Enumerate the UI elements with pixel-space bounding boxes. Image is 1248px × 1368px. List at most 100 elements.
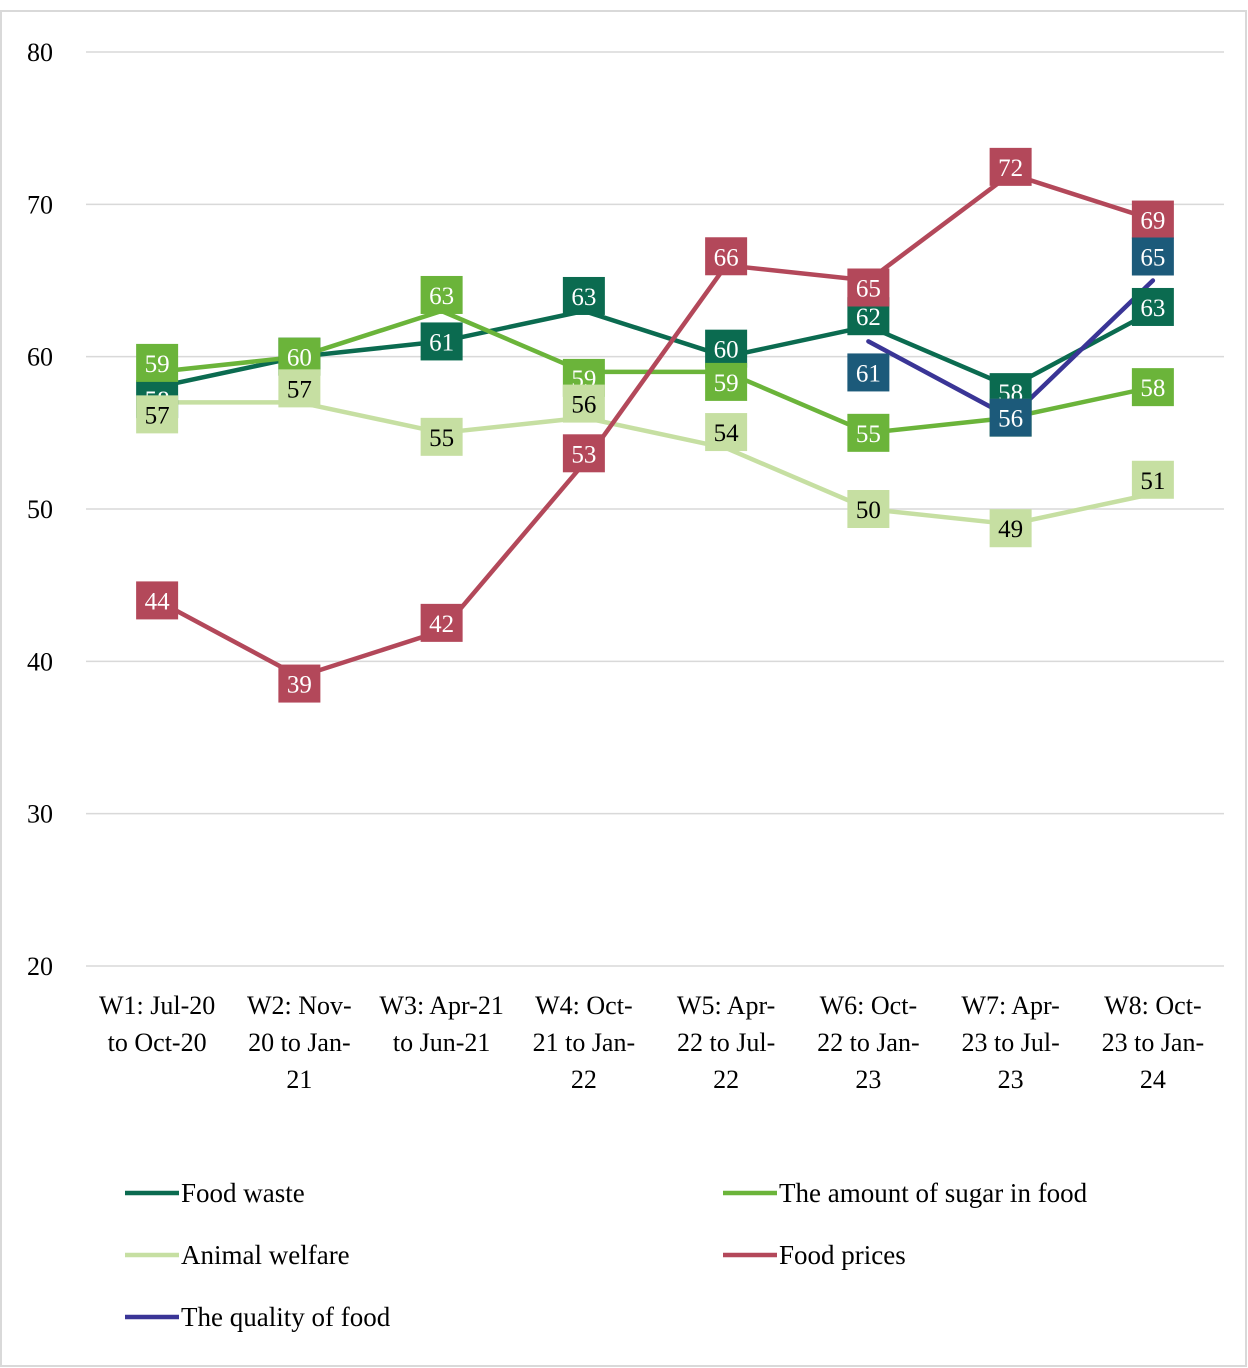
legend-label: The quality of food	[181, 1302, 391, 1332]
data-label-value: 72	[998, 155, 1023, 182]
x-tick-label: W3: Apr-21 to Jun-21	[379, 991, 503, 1057]
legend-label: Food waste	[181, 1178, 305, 1208]
legend-label: Animal welfare	[181, 1240, 350, 1270]
data-label-value: 59	[714, 370, 739, 397]
data-label-value: 61	[856, 360, 881, 387]
x-tick-line: 23	[855, 1065, 881, 1094]
y-tick-label: 20	[27, 952, 53, 981]
x-tick-line: W8: Oct-	[1104, 991, 1201, 1020]
data-label-box	[847, 268, 890, 307]
data-label-the-amount-of-sugar-in-food: 60	[278, 337, 321, 376]
data-label-value: 44	[145, 588, 171, 615]
x-tick-line: W6: Oct-	[820, 991, 917, 1020]
data-label-box	[705, 413, 748, 452]
data-label-value: 57	[145, 402, 170, 429]
x-tick-line: 21	[286, 1065, 312, 1094]
data-label-value: 60	[287, 345, 312, 372]
data-label-value: 69	[1140, 208, 1165, 235]
x-tick-line: 22	[713, 1065, 739, 1094]
data-label-box	[705, 237, 748, 276]
legend-label: The amount of sugar in food	[779, 1178, 1088, 1208]
data-label-food-prices: 44	[136, 581, 179, 620]
data-label-value: 50	[856, 497, 881, 524]
legend-item-the-quality-of-food: The quality of food	[125, 1302, 391, 1332]
x-tick-line: 20 to Jan-	[248, 1028, 351, 1057]
x-tick-line: W4: Oct-	[535, 991, 632, 1020]
chart-frame	[0, 10, 1247, 1367]
data-label-animal-welfare: 55	[420, 417, 463, 456]
x-tick-line: 23	[998, 1065, 1024, 1094]
data-label-box	[705, 362, 748, 401]
y-tick-label: 40	[27, 647, 53, 676]
data-label-box	[562, 276, 605, 315]
y-tick-label: 30	[27, 800, 53, 829]
data-label-box	[420, 275, 463, 314]
data-label-value: 63	[1140, 295, 1165, 322]
data-label-animal-welfare: 50	[847, 490, 890, 528]
x-tick-label: W7: Apr- 23 to Jul- 23	[961, 991, 1059, 1094]
data-label-box	[278, 337, 321, 376]
data-label-animal-welfare: 57	[278, 369, 321, 408]
data-label-the-amount-of-sugar-in-food: 59	[705, 362, 748, 401]
data-label-box	[847, 353, 890, 392]
data-label-box	[278, 369, 321, 408]
data-label-box	[1131, 200, 1174, 239]
x-tick-line: W2: Nov-	[247, 991, 352, 1020]
series-line-animal-welfare	[154, 400, 1156, 527]
y-tick-label: 60	[27, 343, 53, 372]
data-label-animal-welfare: 51	[1131, 460, 1174, 499]
data-label-food-prices: 39	[278, 664, 321, 703]
data-label-box	[136, 395, 179, 434]
x-tick-label: W6: Oct- 22 to Jan- 23	[817, 991, 920, 1094]
x-tick-line: W3: Apr-21	[379, 991, 503, 1020]
legend-item-food-prices: Food prices	[723, 1240, 906, 1270]
data-label-the-amount-of-sugar-in-food: 63	[420, 275, 463, 314]
data-label-box	[989, 147, 1032, 186]
legend: Food waste The amount of sugar in food Ani…	[125, 1178, 1088, 1332]
data-label-value: 59	[145, 351, 170, 378]
x-tick-line: W1: Jul-20	[99, 991, 215, 1020]
data-label-value: 53	[571, 441, 596, 468]
data-label-the-amount-of-sugar-in-food: 58	[1131, 368, 1174, 407]
data-label-animal-welfare: 54	[705, 413, 748, 452]
data-label-box	[847, 413, 890, 452]
data-label-value: 39	[287, 672, 312, 699]
data-label-box	[136, 581, 179, 620]
data-label-box	[562, 384, 605, 423]
data-label-box	[989, 398, 1032, 437]
data-label-animal-welfare: 57	[136, 395, 179, 434]
data-label-animal-welfare: 56	[562, 384, 605, 423]
data-label-the-quality-of-food: 56	[989, 398, 1032, 437]
data-label-value: 49	[998, 516, 1023, 543]
data-label-box	[989, 509, 1032, 548]
data-label-box	[278, 664, 321, 703]
data-label-value: 60	[714, 337, 739, 364]
y-tick-label: 80	[27, 38, 53, 67]
legend-item-animal-welfare: Animal welfare	[125, 1240, 350, 1270]
data-label-food-prices: 69	[1131, 200, 1174, 239]
legend-item-the-amount-of-sugar-in-food: The amount of sugar in food	[723, 1178, 1088, 1208]
x-tick-line: 23 to Jul-	[962, 1028, 1060, 1057]
data-label-the-quality-of-food: 61	[847, 353, 890, 392]
y-tick-label: 50	[27, 495, 53, 524]
data-label-value: 54	[714, 420, 740, 447]
x-tick-line: 22 to Jul-	[677, 1028, 775, 1057]
data-label-value: 56	[571, 392, 596, 419]
data-labels: 5860616360625863596063595955565857575556…	[136, 147, 1174, 703]
data-label-box	[136, 343, 179, 382]
data-label-food-waste: 60	[705, 329, 748, 368]
data-label-value: 65	[1140, 245, 1165, 272]
data-label-food-prices: 53	[562, 434, 605, 473]
x-tick-label: W4: Oct- 21 to Jan- 22	[533, 991, 636, 1094]
x-tick-line: W5: Apr-	[677, 991, 775, 1020]
data-label-box	[562, 434, 605, 473]
data-label-food-prices: 72	[989, 147, 1032, 186]
data-label-the-amount-of-sugar-in-food: 55	[847, 413, 890, 452]
data-label-value: 58	[1140, 375, 1165, 402]
data-label-value: 65	[856, 276, 881, 303]
legend-item-food-waste: Food waste	[125, 1178, 305, 1208]
data-label-value: 61	[429, 329, 454, 356]
data-label-animal-welfare: 49	[989, 509, 1032, 548]
